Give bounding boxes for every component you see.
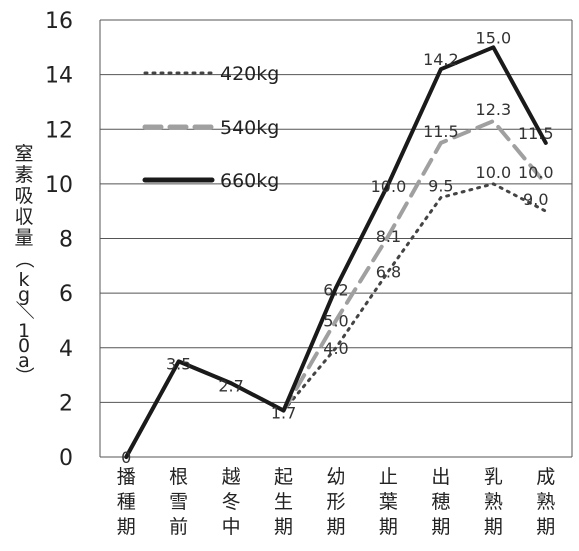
data-label: 10.0	[518, 163, 554, 182]
x-tick-label: 越	[222, 466, 241, 488]
data-label: 14.2	[423, 50, 459, 69]
y-tick-label: 8	[59, 228, 73, 253]
x-tick-label: 熟	[484, 491, 503, 513]
data-label: 8.1	[376, 227, 401, 246]
y-tick-label: 16	[45, 9, 73, 34]
data-label: 0	[121, 448, 131, 467]
x-tick-label: 乳	[484, 466, 503, 488]
x-tick-label: 止	[379, 466, 398, 488]
y-tick-label: 4	[59, 337, 73, 362]
y-axis-label-char: ）	[13, 366, 35, 385]
x-tick-label: 前	[169, 516, 188, 538]
y-axis-label-char: 量	[14, 227, 33, 249]
legend-label: 660kg	[220, 170, 279, 192]
x-tick-label: 穂	[431, 491, 450, 513]
x-tick-label: 期	[274, 516, 293, 538]
x-tick-label: 根	[169, 466, 188, 488]
data-label: 11.5	[423, 122, 459, 141]
x-tick-label: 葉	[379, 491, 398, 513]
legend-label: 420kg	[220, 63, 279, 85]
data-label: 12.3	[476, 100, 512, 119]
x-tick-label: 期	[484, 516, 503, 538]
x-tick-label: 熟	[536, 491, 555, 513]
data-label: 15.0	[476, 28, 512, 47]
x-tick-label: 期	[536, 516, 555, 538]
y-axis-label-char: 窒	[14, 143, 33, 165]
data-label: 5.0	[323, 311, 348, 330]
data-labels: 4.0 6.8 9.5 10.0 9.0 5.0 8.1 11.5 12.3 10.0 0 3.5 2.…	[121, 28, 553, 467]
data-label: 4.0	[323, 339, 348, 358]
y-axis-label-char: 吸	[14, 185, 33, 207]
y-axis-label-char: （	[13, 249, 35, 268]
data-label: 2.7	[218, 376, 243, 395]
x-tick-label: 生	[274, 491, 293, 513]
x-tick-label: 期	[431, 516, 450, 538]
x-tick-label: 成	[536, 466, 555, 488]
legend: 420kg 540kg 660kg	[145, 63, 279, 192]
y-tick-label: 0	[59, 446, 73, 471]
x-tick-label: 種	[117, 491, 136, 513]
y-axis-ticks: 0 2 4 6 8 10 12 14 16	[45, 9, 73, 471]
data-label: 9.5	[428, 177, 453, 196]
y-tick-label: 6	[59, 282, 73, 307]
x-tick-label: 期	[117, 516, 136, 538]
x-tick-label: 播	[117, 466, 136, 488]
x-tick-label: 起	[274, 466, 293, 488]
data-label: 6.2	[323, 281, 348, 300]
y-axis-label-char: 素	[14, 164, 33, 186]
data-label: 6.8	[376, 262, 401, 281]
data-label: 11.5	[518, 124, 554, 143]
x-tick-label: 期	[326, 516, 345, 538]
x-tick-label: 形	[326, 491, 345, 513]
x-tick-label: 出	[431, 466, 450, 488]
data-label: 3.5	[166, 354, 191, 373]
x-tick-label: 幼	[326, 466, 345, 488]
x-tick-label: 中	[222, 516, 241, 538]
y-tick-label: 2	[59, 391, 73, 416]
x-tick-label: 雪	[169, 491, 188, 513]
x-tick-label: 期	[379, 516, 398, 538]
gridlines	[100, 20, 572, 457]
y-tick-label: 12	[45, 118, 73, 143]
data-label: 9.0	[523, 190, 548, 209]
data-label: 10.0	[476, 163, 512, 182]
y-tick-label: 10	[45, 173, 73, 198]
y-tick-label: 14	[45, 64, 73, 89]
data-label: 10.0	[371, 177, 407, 196]
y-axis-label-char: ／	[13, 300, 35, 319]
x-tick-label: 冬	[222, 491, 241, 513]
y-axis-label-char: 収	[14, 206, 33, 228]
data-label: 1.7	[271, 404, 296, 423]
legend-label: 540kg	[220, 117, 279, 139]
